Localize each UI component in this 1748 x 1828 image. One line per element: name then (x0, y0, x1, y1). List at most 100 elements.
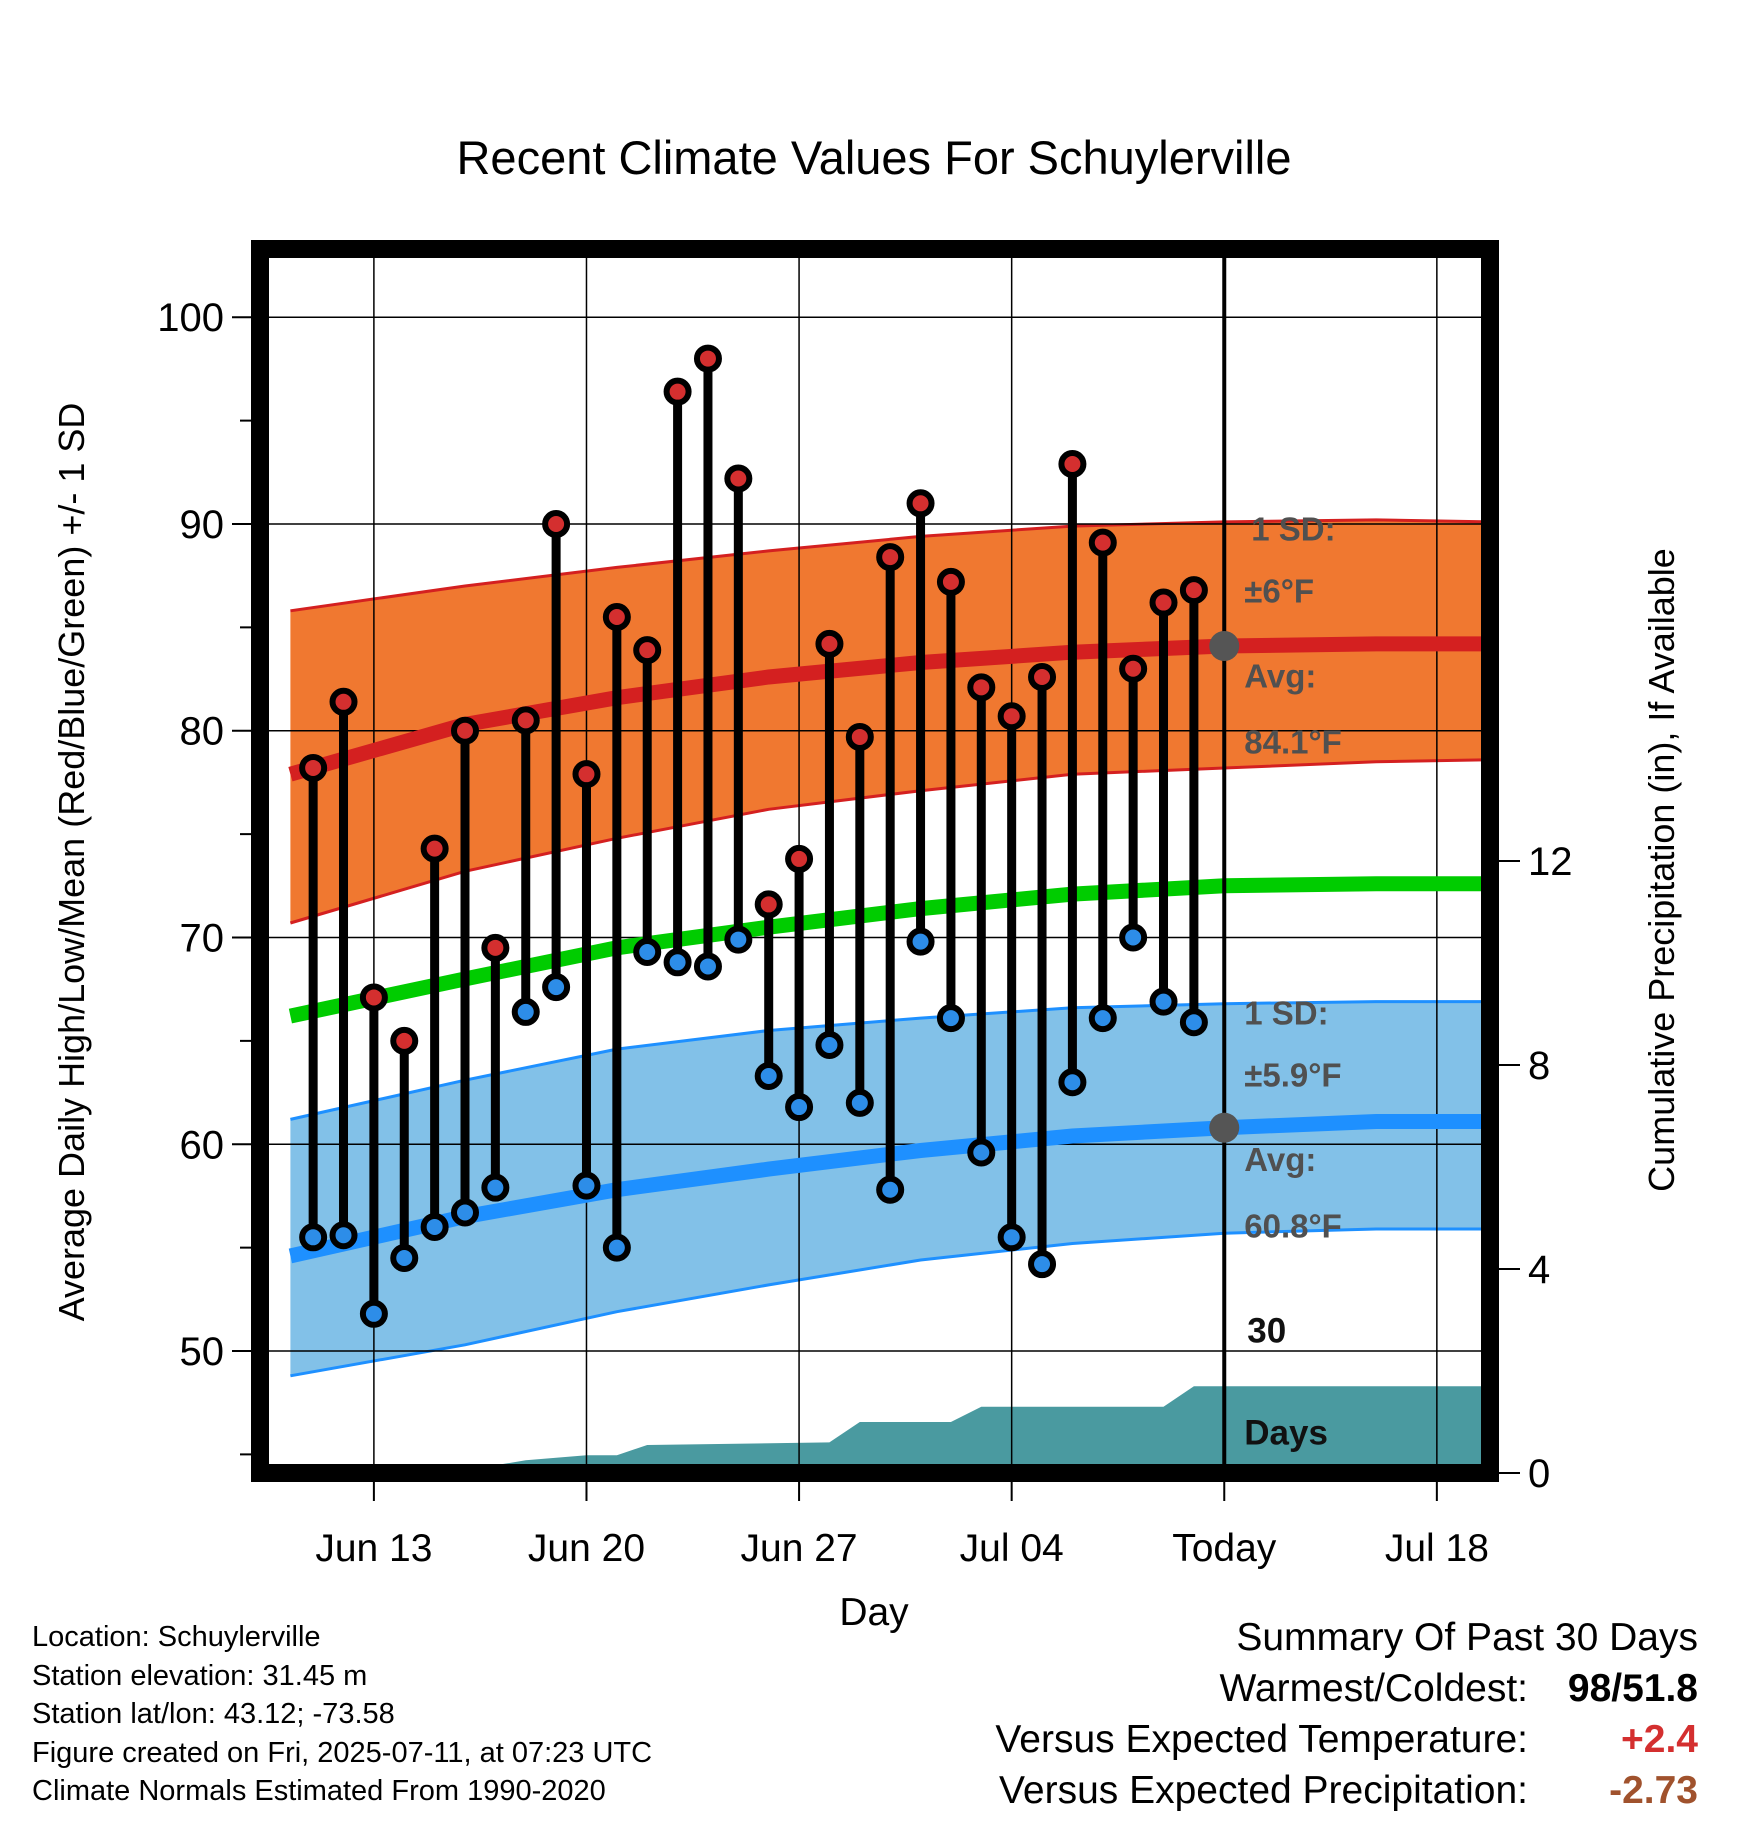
low-sd-upper-line (290, 1000, 1490, 1121)
high-temp-point (815, 629, 844, 658)
low-temp-point (936, 1004, 965, 1033)
low-temp-point (1149, 987, 1178, 1016)
low-temp-point (724, 925, 753, 954)
low-temp-point (481, 1173, 510, 1202)
latlon-text: Station lat/lon: 43.12; -73.58 (32, 1698, 395, 1730)
low-temp-point (815, 1031, 844, 1060)
y2-axis-label: Cumulative Precipitation (in), If Availa… (1641, 548, 1682, 1192)
high-temp-point (572, 760, 601, 789)
low-temp-point (420, 1212, 449, 1241)
high-temp-point (785, 844, 814, 873)
low-temp-point (1058, 1068, 1087, 1097)
low-temp-point (845, 1088, 874, 1117)
high-temp-point (1028, 662, 1057, 691)
y-tick-label: 70 (180, 917, 225, 961)
low-temp-point (785, 1093, 814, 1122)
y2-tick-label: 0 (1528, 1452, 1550, 1496)
low-sd-value: ±5.9°F (1244, 1056, 1341, 1093)
normals-text: Climate Normals Estimated From 1990-2020 (32, 1775, 606, 1807)
warmest-coldest-label: Warmest/Coldest: (1219, 1667, 1528, 1710)
chart-title: Recent Climate Values For Schuylerville (456, 131, 1291, 184)
high-temp-point (602, 603, 631, 632)
low-temp-point (572, 1171, 601, 1200)
y2-tick-label: 4 (1528, 1248, 1550, 1292)
high-temp-point (451, 716, 479, 745)
low-temp-point (1119, 923, 1148, 952)
x-tick-label: Jun 20 (528, 1527, 645, 1570)
low-avg-label: Avg: (1244, 1141, 1316, 1178)
precip-days-label: Days (1244, 1413, 1328, 1452)
high-temp-point (936, 567, 965, 596)
high-temp-point (1149, 588, 1178, 617)
high-temp-point (663, 377, 692, 406)
high-temp-point (1119, 654, 1148, 683)
high-temp-point (693, 344, 722, 373)
location-text: Location: Schuylerville (32, 1621, 321, 1653)
low-temp-point (329, 1221, 358, 1250)
x-tick-label: Jun 27 (741, 1527, 858, 1570)
low-temp-point (299, 1223, 328, 1252)
low-temp-point (633, 937, 662, 966)
high-temp-point (876, 543, 905, 572)
x-tick-label: Jul 04 (960, 1527, 1064, 1570)
high-temp-point (845, 722, 874, 751)
temperature-departure-value: +2.4 (1621, 1718, 1698, 1761)
station-info: Location: Schuylerville Station elevatio… (32, 1618, 652, 1811)
high-temp-point (359, 983, 388, 1012)
low-temp-point (876, 1175, 905, 1204)
low-temp-point (967, 1138, 996, 1167)
x-tick-label: Today (1172, 1527, 1277, 1570)
precip-days-number: 30 (1247, 1311, 1286, 1350)
low-temp-point (511, 997, 540, 1026)
low-temp-point (1179, 1008, 1208, 1037)
high-temp-point (724, 464, 753, 493)
warmest-coldest-value: 98/51.8 (1567, 1667, 1698, 1710)
high-temp-point (481, 933, 510, 962)
precipitation-area (290, 1386, 1490, 1473)
plot-inner (260, 249, 1490, 1473)
high-temp-point (390, 1026, 419, 1055)
high-temp-point (1179, 576, 1208, 605)
created-text: Figure created on Fri, 2025-07-11, at 07… (32, 1736, 653, 1769)
y-tick-label: 90 (180, 503, 225, 547)
low-temp-point (997, 1223, 1026, 1252)
plot-frame (251, 240, 1499, 1482)
high-temp-point (997, 702, 1026, 731)
x-tick-label: Jun 13 (315, 1527, 432, 1570)
y2-tick-label: 8 (1528, 1044, 1550, 1088)
high-temp-point (1058, 450, 1087, 479)
today-low-avg-marker (1209, 1112, 1240, 1143)
y-tick-label: 100 (157, 296, 224, 340)
high-temp-point (511, 706, 540, 735)
low-sd-label: 1 SD: (1244, 994, 1328, 1031)
low-temp-point (663, 948, 692, 977)
precipitation-departure-value: -2.73 (1609, 1769, 1698, 1812)
low-avg-value: 60.8°F (1244, 1207, 1342, 1244)
low-temp-point (693, 952, 722, 981)
low-temp-point (542, 973, 571, 1002)
high-avg-label: Avg: (1244, 657, 1316, 694)
precipitation-departure-row: Versus Expected Precipitation: -2.73 (995, 1765, 1698, 1816)
high-temp-point (420, 834, 449, 863)
low-temp-point (390, 1243, 419, 1272)
low-temp-point (906, 927, 935, 956)
elevation-text: Station elevation: 31.45 m (32, 1659, 368, 1692)
summary-panel: Summary Of Past 30 Days Warmest/Coldest:… (995, 1612, 1698, 1816)
temperature-departure-label: Versus Expected Temperature: (995, 1718, 1528, 1761)
normal-low-line (288, 1114, 1490, 1264)
low-temp-point (754, 1062, 783, 1091)
high-temp-point (329, 687, 358, 716)
summary-heading: Summary Of Past 30 Days (1236, 1616, 1698, 1659)
low-temp-point (1088, 1004, 1117, 1033)
low-sd-lower-line (290, 1227, 1490, 1378)
high-avg-value: 84.1°F (1244, 723, 1342, 760)
low-temp-point (602, 1233, 631, 1262)
low-temp-point (359, 1299, 388, 1328)
temperature-departure-row: Versus Expected Temperature: +2.4 (995, 1714, 1698, 1765)
high-temp-point (906, 489, 935, 518)
high-temp-point (299, 753, 328, 782)
high-temp-point (967, 673, 996, 702)
high-temp-point (754, 890, 783, 919)
high-temp-point (633, 636, 662, 665)
